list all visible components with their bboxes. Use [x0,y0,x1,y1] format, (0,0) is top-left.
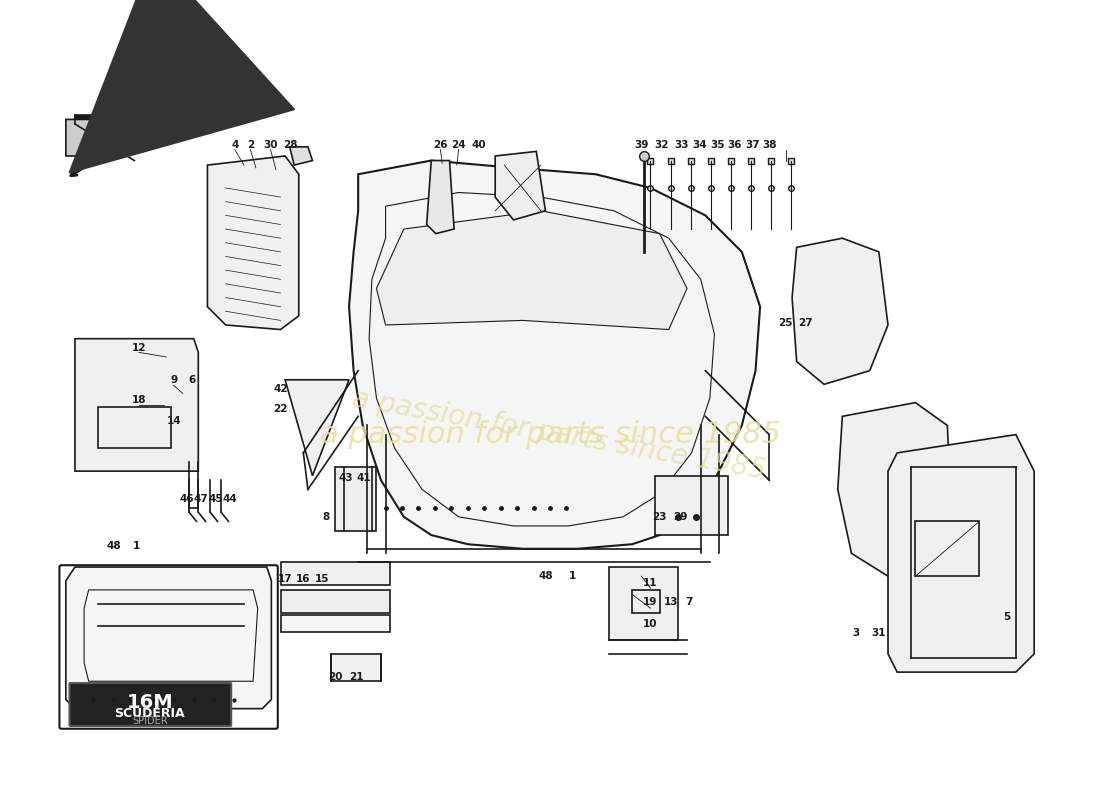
Text: 39: 39 [635,140,649,150]
Polygon shape [66,119,130,156]
Text: 18: 18 [132,395,146,405]
Text: 33: 33 [674,140,689,150]
Text: 27: 27 [799,318,813,328]
Text: 46: 46 [179,494,194,503]
FancyBboxPatch shape [59,566,278,729]
Polygon shape [289,147,312,165]
Text: 45: 45 [208,494,223,503]
Polygon shape [376,210,688,330]
Text: a passion for parts since 1985: a passion for parts since 1985 [319,420,781,449]
Text: 32: 32 [654,140,669,150]
Text: 11: 11 [644,578,658,587]
Text: 13: 13 [663,597,678,606]
Polygon shape [792,238,888,384]
Text: 37: 37 [746,140,760,150]
Bar [609,567,678,640]
Text: 1: 1 [133,541,140,551]
Text: 38: 38 [762,140,777,150]
Polygon shape [888,434,1034,672]
Text: 19: 19 [644,597,658,606]
Text: 43: 43 [338,474,353,483]
Text: SCUDERIA: SCUDERIA [114,706,185,720]
Text: 48: 48 [107,541,122,551]
Text: 17: 17 [278,574,293,584]
Text: 2: 2 [246,140,254,150]
Text: a passion for parts since 1985: a passion for parts since 1985 [350,384,768,485]
Text: 14: 14 [166,416,180,426]
Bar [98,407,170,448]
FancyBboxPatch shape [69,683,231,726]
Text: 28: 28 [284,140,298,150]
Text: 16M: 16M [126,693,173,712]
Bar [632,590,660,613]
Text: 36: 36 [727,140,741,150]
Text: 10: 10 [644,618,658,629]
Bar [280,615,390,632]
Bar [280,590,390,613]
Text: 23: 23 [652,512,667,522]
Bar [331,654,381,682]
Bar [280,562,390,586]
Bar [336,466,376,530]
Polygon shape [495,151,546,220]
Text: 20: 20 [328,672,342,682]
Polygon shape [208,156,299,330]
Text: 9: 9 [170,374,177,385]
Text: 15: 15 [315,574,329,584]
Polygon shape [75,338,198,471]
Polygon shape [349,161,760,549]
Text: 35: 35 [710,140,725,150]
Text: 4: 4 [231,140,239,150]
Text: 26: 26 [433,140,448,150]
Text: 16: 16 [296,574,310,584]
Bar [656,476,728,535]
Text: 3: 3 [852,628,860,638]
Text: 47: 47 [194,494,208,503]
Text: 40: 40 [472,140,486,150]
Text: 21: 21 [349,672,364,682]
Text: 29: 29 [673,512,688,522]
Polygon shape [285,380,349,476]
Polygon shape [66,567,272,709]
Polygon shape [838,402,952,576]
Text: 44: 44 [223,494,238,503]
Text: 48: 48 [538,571,552,581]
Text: 30: 30 [263,140,277,150]
Text: 41: 41 [356,474,371,483]
Polygon shape [427,161,454,234]
Text: 42: 42 [273,384,288,394]
Text: 34: 34 [693,140,707,150]
Bar [915,522,979,576]
Text: 6: 6 [188,374,196,385]
Text: 24: 24 [451,140,466,150]
Text: 7: 7 [685,597,693,606]
Text: 8: 8 [322,512,330,522]
Text: SPIDER: SPIDER [132,717,167,726]
Text: 5: 5 [1003,612,1011,622]
Polygon shape [75,115,134,124]
Text: 25: 25 [779,318,793,328]
Text: 31: 31 [871,628,887,638]
Text: 1: 1 [569,571,576,581]
Text: 12: 12 [132,343,146,353]
Text: 22: 22 [273,404,288,414]
